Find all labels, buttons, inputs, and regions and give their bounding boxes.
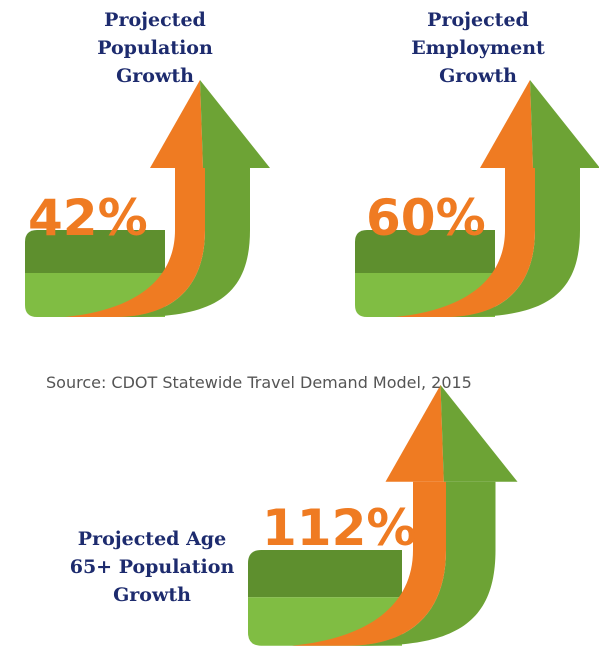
item-title: Growth: [113, 584, 191, 606]
source-note: Source: CDOT Statewide Travel Demand Mod…: [46, 373, 472, 392]
item-title: Growth: [116, 65, 194, 87]
item-title: Projected Age: [78, 528, 226, 550]
item-title: 65+ Population: [70, 556, 235, 578]
item-value: 112%: [262, 499, 416, 557]
item-value: 60%: [366, 189, 486, 247]
item-title: Growth: [439, 65, 517, 87]
item-title: Projected: [427, 9, 529, 31]
item-title: Employment: [411, 37, 545, 59]
infographic: Projected Population Growth 42% Projecte…: [0, 0, 599, 654]
item-value: 42%: [28, 189, 148, 247]
item-title: Projected: [104, 9, 206, 31]
page: Projected Population Growth 42% Projecte…: [0, 0, 599, 654]
item-title: Population: [97, 37, 213, 59]
